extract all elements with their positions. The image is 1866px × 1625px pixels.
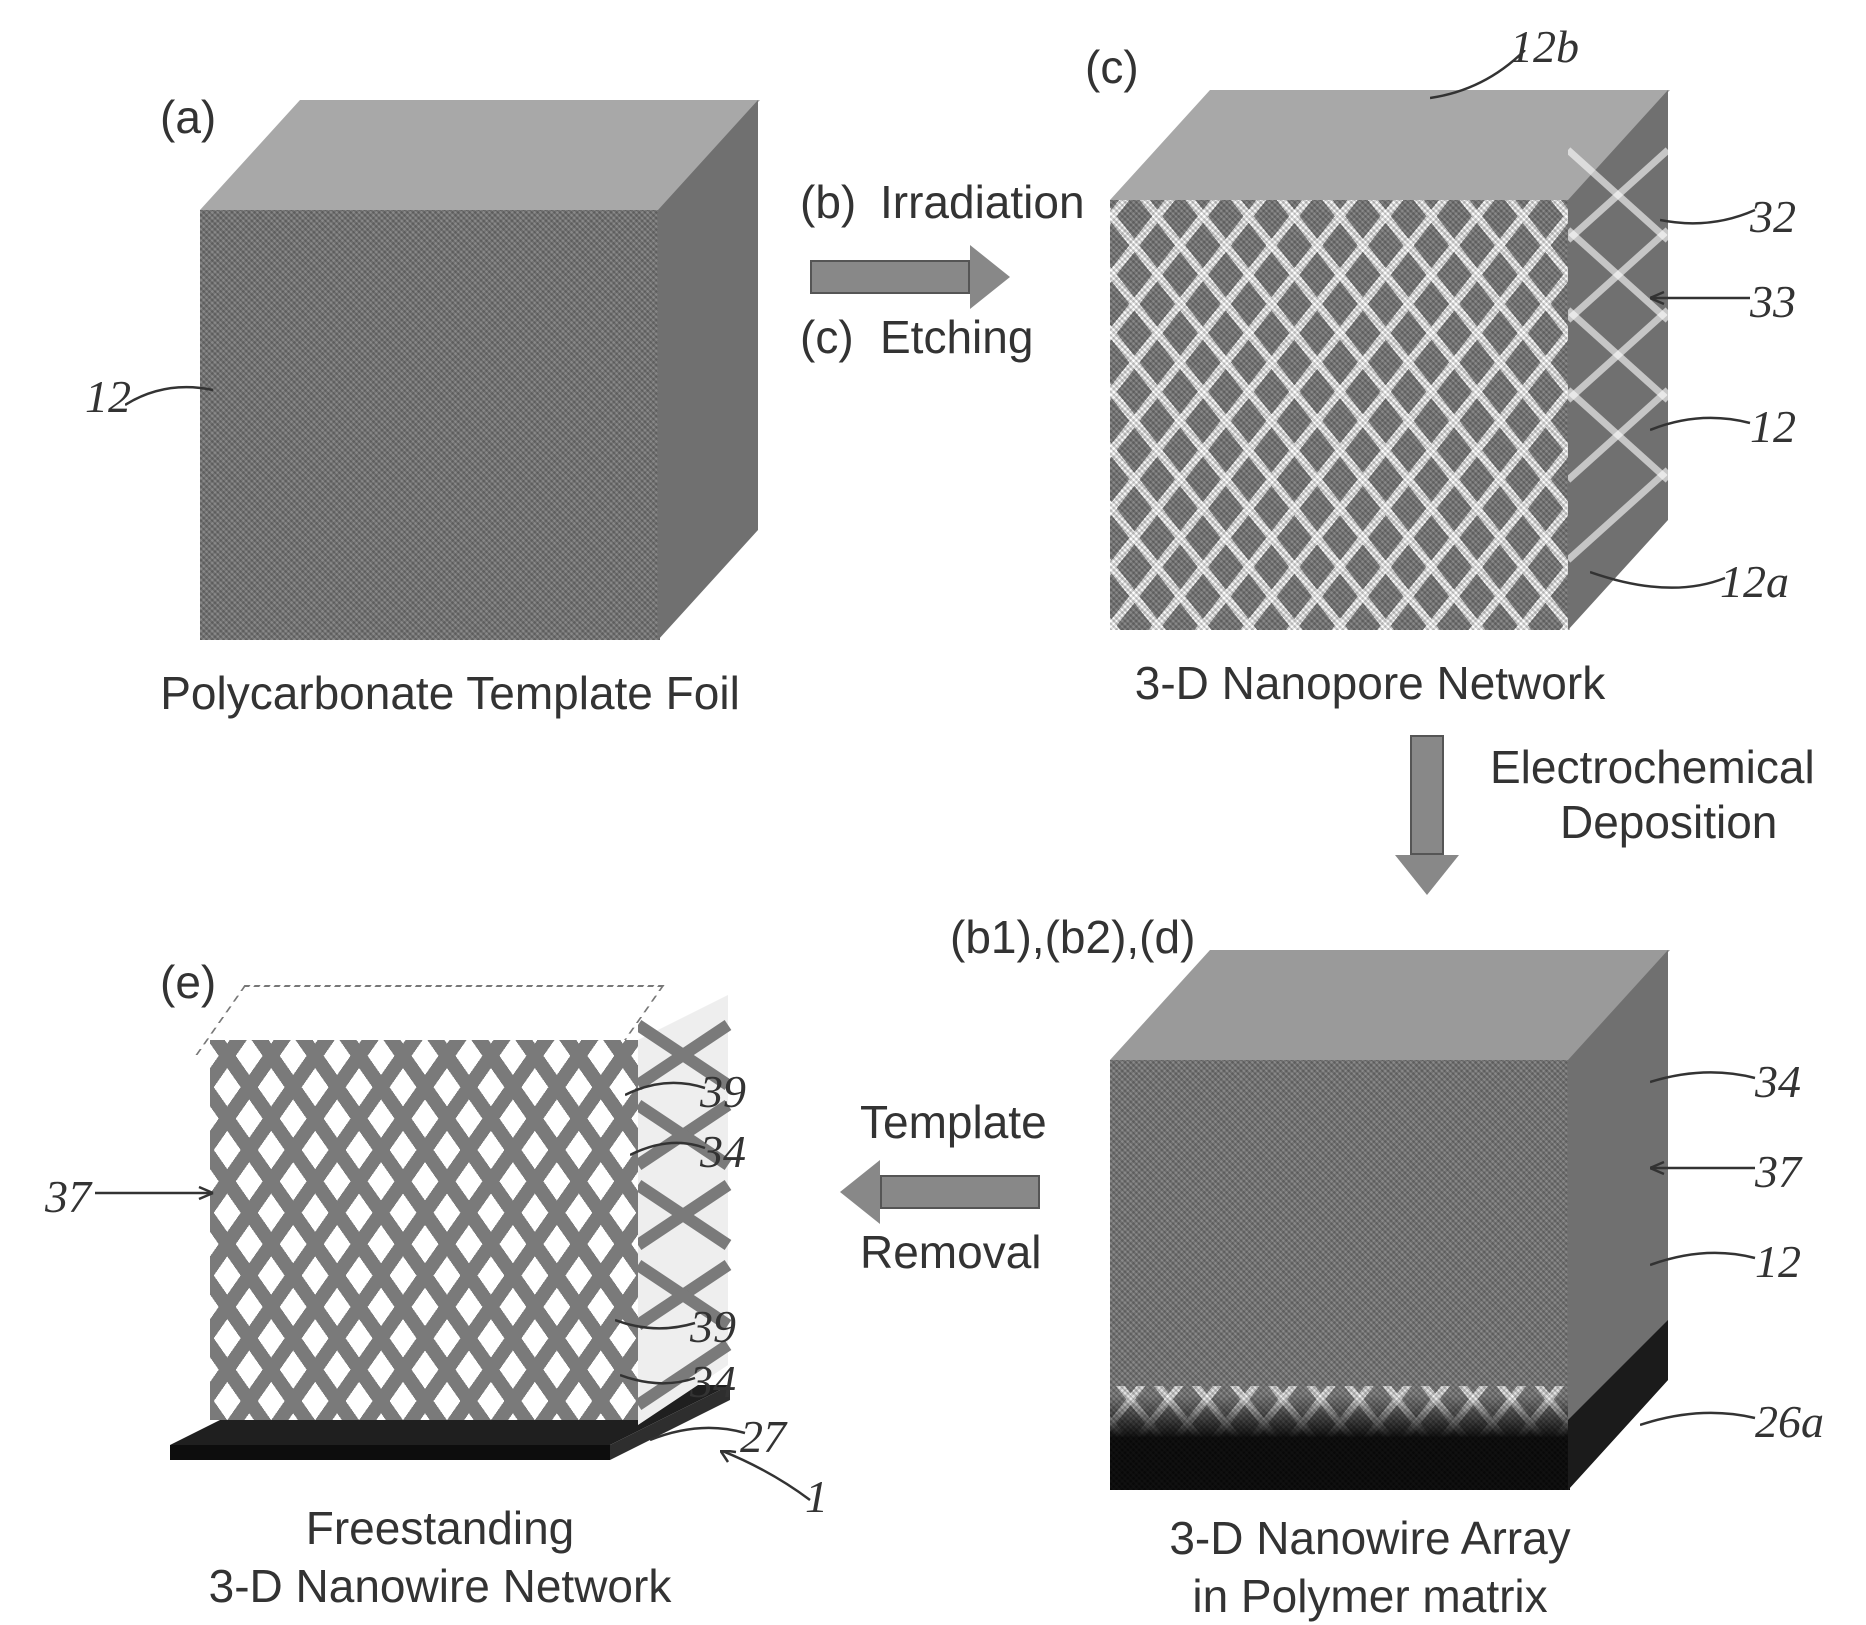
caption-d: 3-D Nanowire Array in Polymer matrix — [1100, 1510, 1640, 1625]
step-b-label: (b) — [800, 175, 856, 229]
ref-12a: 12a — [1720, 555, 1789, 608]
ref-39-bot: 39 — [690, 1300, 736, 1353]
ref-33: 33 — [1750, 275, 1796, 328]
ref-39-top: 39 — [700, 1065, 746, 1118]
freestanding-network — [170, 985, 770, 1505]
ref-27: 27 — [740, 1410, 786, 1463]
step-removal-2: Removal — [860, 1225, 1042, 1279]
cube-a-side — [658, 100, 768, 645]
ref-12-d: 12 — [1755, 1235, 1801, 1288]
ref-34-bot: 34 — [690, 1355, 736, 1408]
cube-d-side — [1568, 950, 1678, 1495]
ref-12-c: 12 — [1750, 400, 1796, 453]
ref-37-e: 37 — [45, 1170, 91, 1223]
cube-a-front — [200, 210, 660, 640]
cube-d-front — [1110, 1060, 1570, 1490]
cube-d-bottom-lattice — [1110, 1386, 1570, 1476]
cube-d-bottom-fill — [1110, 1395, 1570, 1490]
arrow-deposition — [1395, 735, 1459, 895]
ref-1: 1 — [805, 1470, 828, 1523]
ref-12b: 12b — [1510, 20, 1579, 73]
ref-37-d: 37 — [1755, 1145, 1801, 1198]
ref-26a: 26a — [1755, 1395, 1824, 1448]
step-c-label: (c) — [800, 310, 854, 364]
arrow-b-c — [810, 245, 1010, 309]
panel-c-letter: (c) — [1085, 40, 1139, 94]
ref-34-top: 34 — [700, 1125, 746, 1178]
step-ecd-1: Electrochemical — [1490, 740, 1815, 794]
ref-34-d: 34 — [1755, 1055, 1801, 1108]
cube-nanopore-network — [1110, 90, 1670, 640]
caption-c: 3-D Nanopore Network — [1100, 655, 1640, 713]
step-ecd-2: Deposition — [1560, 795, 1777, 849]
step-removal-1: Template — [860, 1095, 1047, 1149]
cube-nanowire-array — [1110, 950, 1670, 1500]
cube-template-foil — [200, 100, 760, 650]
ref-32: 32 — [1750, 190, 1796, 243]
step-etching: Etching — [880, 310, 1033, 364]
cube-c-side — [1568, 90, 1678, 635]
step-irradiation: Irradiation — [880, 175, 1085, 229]
caption-e: Freestanding 3-D Nanowire Network — [170, 1500, 710, 1615]
arrow-removal — [840, 1160, 1040, 1224]
cube-c-front — [1110, 200, 1570, 630]
lattice-front — [210, 1040, 640, 1420]
caption-a: Polycarbonate Template Foil — [130, 665, 770, 723]
ref-12-a: 12 — [85, 370, 131, 423]
